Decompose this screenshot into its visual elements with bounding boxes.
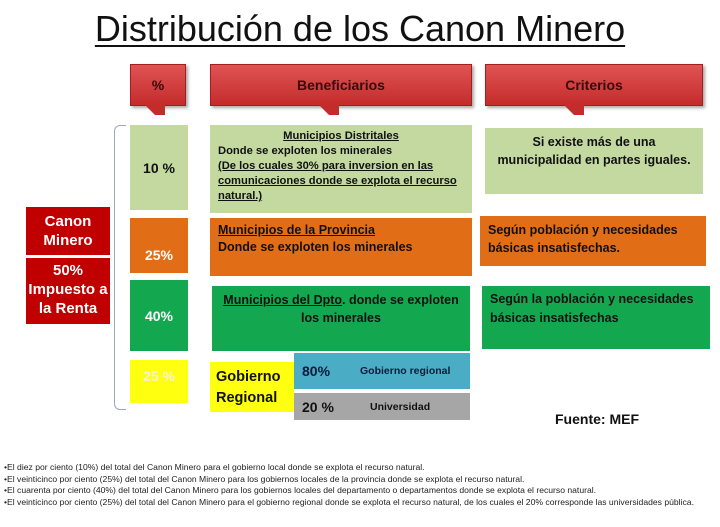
header-beneficiarios: Beneficiarios xyxy=(210,64,472,115)
footnotes: •El diez por ciento (10%) del total del … xyxy=(4,462,716,508)
footnote: •El veinticinco por ciento (25%) del tot… xyxy=(4,473,525,484)
percent-40: 40% xyxy=(130,280,188,351)
impuesto-renta-label: 50% Impuesto a la Renta xyxy=(26,258,110,324)
footnote: •El diez por ciento (10%) del total del … xyxy=(4,462,425,472)
beneficiario-provincia: Municipios de la Provincia Donde se expl… xyxy=(210,218,472,276)
header-criterios: Criterios xyxy=(485,64,703,115)
beneficiario-departamento: Municipios del Dpto. donde se exploten l… xyxy=(212,286,470,351)
page-title: Distribución de los Canon Minero xyxy=(94,8,626,49)
split-gobierno-regional: 80% Gobierno regional xyxy=(294,353,470,389)
percent-10: 10 % xyxy=(130,125,188,210)
criterio-provincia: Según población y necesidades básicas in… xyxy=(480,216,706,266)
split-universidad: 20 % Universidad xyxy=(294,393,470,420)
beneficiario-gobierno-regional: Gobierno Regional xyxy=(210,362,294,412)
source-label: Fuente: MEF xyxy=(555,411,639,427)
percent-25-regional: 25 % xyxy=(130,360,188,403)
footnote: •El cuarenta por ciento (40%) del total … xyxy=(4,485,597,495)
criterio-departamento: Según la población y necesidades básicas… xyxy=(482,286,710,349)
beneficiario-distritales: Municipios Distritales Donde se exploten… xyxy=(210,125,472,213)
canon-minero-label: Canon Minero xyxy=(26,207,110,255)
percent-25-provincia: 25% xyxy=(130,218,188,273)
group-brace xyxy=(114,125,126,410)
footnote: •El veinticinco por ciento (25%) del tot… xyxy=(4,496,694,507)
criterio-distritales: Si existe más de una municipalidad en pa… xyxy=(485,128,703,194)
header-percent: % xyxy=(130,64,186,115)
